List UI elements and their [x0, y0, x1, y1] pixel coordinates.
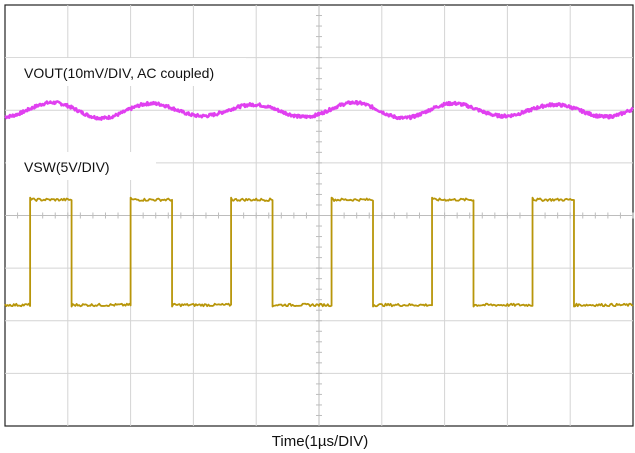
- vsw-trace: [4, 196, 634, 308]
- vout-trace-label: VOUT(10mV/DIV, AC coupled): [24, 65, 214, 81]
- vout-label-bg: [6, 58, 246, 86]
- vout-trace: [4, 99, 634, 121]
- vsw-label-bg: [6, 152, 156, 180]
- x-axis-label: Time(1µs/DIV): [272, 433, 368, 450]
- traces: [4, 99, 634, 308]
- vsw-trace-label: VSW(5V/DIV): [24, 159, 110, 175]
